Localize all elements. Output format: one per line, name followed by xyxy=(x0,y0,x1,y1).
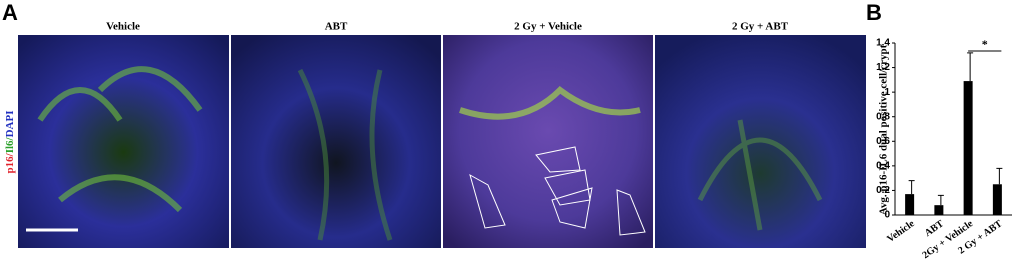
significance: * xyxy=(982,37,988,51)
y-tick-label: 0.6 xyxy=(876,136,890,147)
panel-title: 2 Gy + Vehicle xyxy=(514,21,582,33)
panel-title: ABT xyxy=(325,21,348,33)
error-bar xyxy=(996,167,1003,185)
error-bar xyxy=(967,52,974,82)
tissue xyxy=(459,86,641,120)
stain: p16/ xyxy=(4,152,16,173)
tissue xyxy=(697,119,823,231)
y-tick-label: 1.4 xyxy=(876,38,890,49)
y-axis-label: Avg. p16-IL6 dual positive cell/crypt xyxy=(878,44,890,215)
stain: Il6/ xyxy=(4,136,16,153)
y-tick-label: 0.2 xyxy=(876,185,890,196)
y-tick-label: 0 xyxy=(884,210,890,221)
panel-label: A xyxy=(2,0,18,25)
y-tick-label: 0.8 xyxy=(876,111,890,122)
outlines xyxy=(469,146,646,236)
bar xyxy=(934,205,944,215)
y-tick-label: 1.2 xyxy=(876,62,890,73)
bar xyxy=(992,184,1002,215)
micrographs xyxy=(18,35,866,248)
y-tick-label: 1 xyxy=(884,87,890,98)
x-tick-label: Vehicle xyxy=(885,218,917,245)
panel-label: B xyxy=(866,0,882,25)
micrograph xyxy=(18,35,229,248)
bar xyxy=(963,81,973,215)
micrograph xyxy=(231,35,441,248)
error-bar xyxy=(937,194,944,206)
error-bar xyxy=(908,180,915,195)
panel-title: Vehicle xyxy=(106,21,140,33)
panel-title: 2 Gy + ABT xyxy=(732,21,789,33)
micrograph xyxy=(443,35,653,248)
tissue xyxy=(37,66,203,213)
bar xyxy=(905,194,915,215)
y-tick-label: 0.4 xyxy=(876,160,890,171)
stain: DAPI xyxy=(4,111,16,138)
stain-label: p16/Il6/DAPI xyxy=(4,111,16,174)
tissue xyxy=(297,68,393,241)
